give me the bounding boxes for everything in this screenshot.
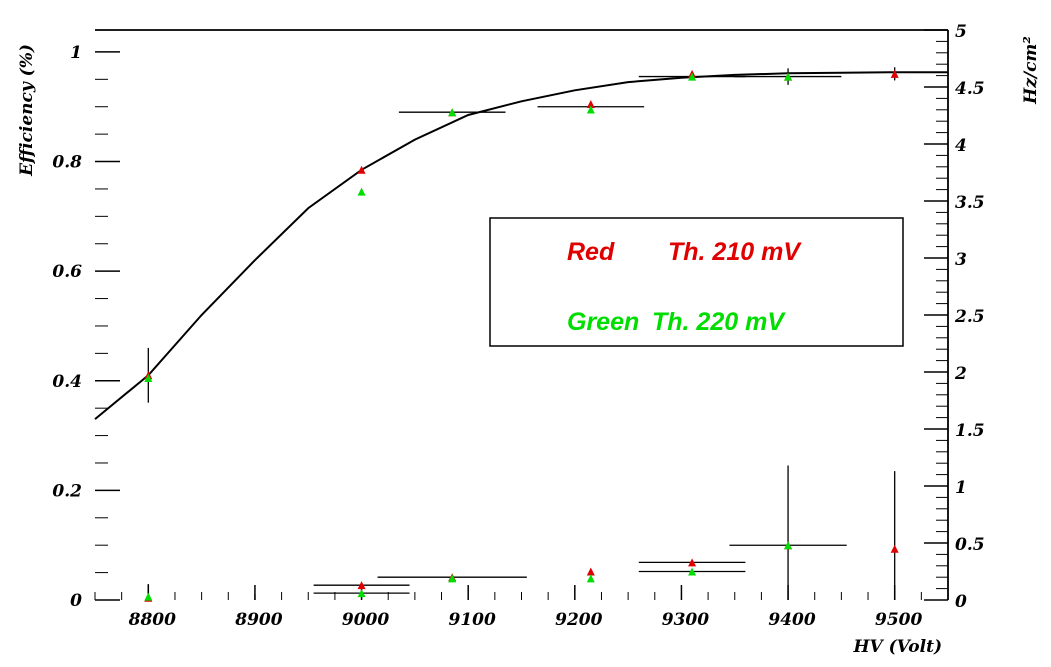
y-tick-label: 0.6 [52,262,82,282]
y-tick-label: 0.8 [52,153,82,173]
red-efficiency-point [890,69,899,78]
x-tick-label: 8900 [234,610,282,630]
legend: Red Th. 210 mV Green Th. 220 mV [489,217,904,347]
green-rate-point [357,589,366,598]
red-efficiency-point [357,165,366,174]
fit-curve [94,71,948,420]
green-rate-point [144,592,153,601]
x-tick-label: 9200 [555,610,602,630]
green-efficiency-point [586,105,595,114]
x-tick-label: 9000 [342,610,389,630]
y-axis-title: Efficiency (%) [17,44,37,177]
red-rate-point [586,567,595,576]
y2-axis-title: Hz/cm² [1021,36,1041,105]
red-rate-point [890,544,899,553]
x-axis-title: HV (Volt) [852,637,942,657]
y2-tick-label: 0 [955,592,967,612]
y-tick-label: 1 [70,43,82,63]
green-rate-point [586,574,595,583]
y2-tick-label: 3.5 [955,193,985,213]
y2-tick-label: 5 [955,22,967,42]
legend-green-label: Th. 220 mV [652,308,786,336]
y-tick-label: 0.4 [52,372,82,392]
x-tick-label: 9500 [875,610,922,630]
axes: 8800 8900 9000 9100 9200 9300 9400 9500 0 0.2 0.4 0… [52,22,984,630]
y2-tick-label: 2.5 [954,307,985,327]
y2-tick-label: 0.5 [955,535,985,555]
y-tick-label: 0.2 [52,481,82,501]
legend-box [489,217,904,347]
x-tick-label: 9400 [768,610,815,630]
green-rate-point [448,574,457,583]
legend-red-name: Red [567,238,615,266]
y2-tick-label: 2 [954,364,967,384]
y2-tick-label: 1 [955,478,967,498]
x-tick-label: 8800 [128,610,176,630]
y2-tick-label: 1.5 [955,421,985,441]
red-efficiency-point [586,99,595,108]
green-rate-point [688,567,697,576]
y2-tick-label: 4 [955,136,967,156]
green-rate-point [784,541,793,550]
y2-tick-label: 3 [955,250,967,270]
x-tick-label: 9100 [449,610,496,630]
x-tick-label: 9300 [662,610,709,630]
red-rate-point [357,581,366,590]
data-points-layer [144,69,899,602]
green-efficiency-point [784,72,793,81]
legend-green-name: Green [567,308,639,336]
green-efficiency-point [448,108,457,117]
green-efficiency-point [688,72,697,81]
fit-curve-layer [94,71,948,420]
y2-tick-label: 4.5 [955,79,985,99]
red-rate-point [688,558,697,567]
legend-red-label: Th. 210 mV [668,238,802,266]
green-efficiency-point [357,187,366,196]
green-efficiency-point [144,374,153,383]
y-tick-label: 0 [70,591,82,611]
